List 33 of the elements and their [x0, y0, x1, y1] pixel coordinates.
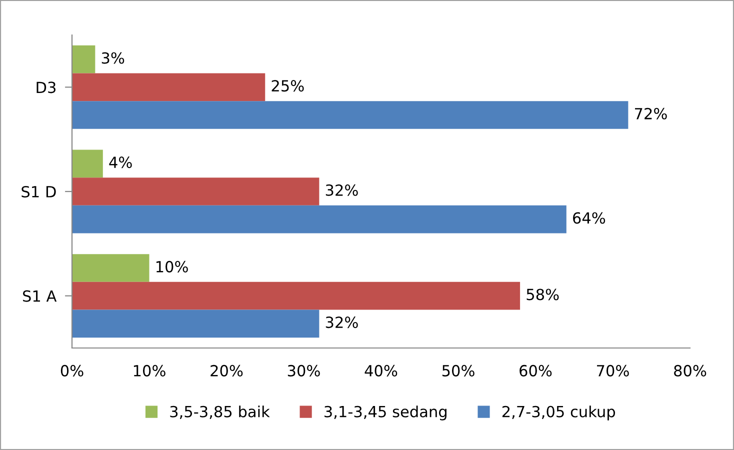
data-label: 25% [272, 80, 304, 92]
data-label: 72% [635, 108, 667, 120]
data-label: 64% [573, 212, 606, 224]
legend-label: 3,1-3,45 sedang [324, 406, 446, 420]
data-label: 32% [326, 316, 358, 328]
data-label: 32% [326, 184, 358, 196]
x-tick-label: 20% [210, 364, 243, 376]
bar [72, 73, 266, 102]
y-tick-label: S1 D [22, 186, 56, 198]
bar [72, 282, 520, 310]
x-tick-label: 40% [364, 364, 398, 376]
bar [72, 310, 320, 338]
x-tick-label: 10% [134, 364, 166, 376]
data-label: 4% [109, 156, 132, 168]
data-label: 58% [526, 288, 559, 300]
bar [72, 150, 103, 178]
y-tick-label: S1 A [23, 290, 57, 302]
x-tick-label: 0% [60, 364, 84, 376]
bar [72, 254, 150, 282]
bar [72, 101, 628, 129]
data-label: 3% [102, 52, 124, 64]
bar [72, 178, 320, 206]
legend-label: 3,5-3,85 baik [170, 406, 270, 419]
bar [72, 205, 566, 234]
x-tick-label: 50% [442, 364, 474, 376]
bar [72, 45, 96, 74]
x-tick-label: 80% [674, 364, 706, 376]
x-tick-label: 70% [597, 364, 629, 376]
x-tick-label: 30% [288, 364, 320, 376]
data-label: 10% [156, 260, 188, 272]
legend-label: 2,7-3,05 cukup [502, 406, 616, 420]
y-tick-label: D3 [36, 82, 56, 94]
x-tick-label: 60% [520, 364, 552, 376]
